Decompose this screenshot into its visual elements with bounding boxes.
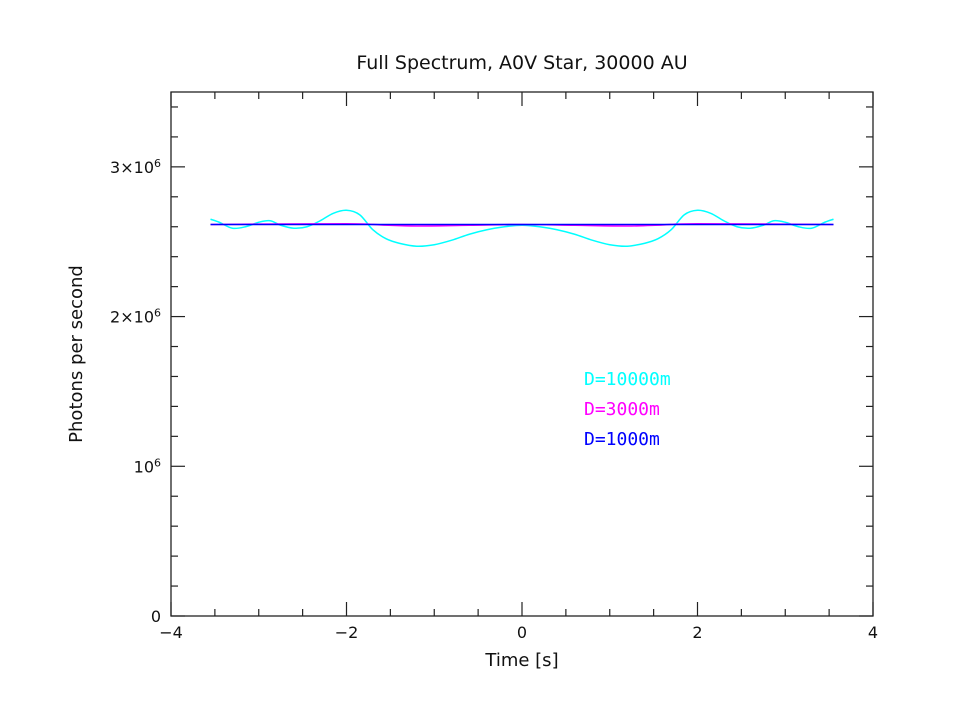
- y-tick-label: 0: [151, 607, 161, 626]
- x-axis-title: Time [s]: [484, 650, 558, 671]
- x-tick-label: 4: [868, 623, 878, 642]
- series-layer: [210, 209, 834, 248]
- chart-title: Full Spectrum, A0V Star, 30000 AU: [356, 52, 687, 74]
- legend-entry-d3000: D=3000m: [584, 399, 660, 420]
- x-tick-label: −2: [335, 623, 359, 642]
- plot-frame: [170, 91, 874, 617]
- tick-labels: −4 −2 0 2 4 0 106 2×106 3×106: [110, 156, 878, 642]
- y-tick-label: 3×106: [110, 156, 161, 177]
- legend-entry-d10000: D=10000m: [584, 369, 671, 390]
- axis-ticks: [170, 92, 874, 617]
- series-line-d-10000m: [210, 209, 834, 248]
- y-tick-label: 106: [134, 456, 161, 477]
- x-tick-label: 2: [692, 623, 702, 642]
- x-tick-label: −4: [159, 623, 183, 642]
- y-tick-label: 2×106: [110, 306, 161, 327]
- y-axis-title: Photons per second: [66, 265, 87, 443]
- legend-entry-d1000: D=1000m: [584, 429, 660, 450]
- x-tick-label: 0: [517, 623, 527, 642]
